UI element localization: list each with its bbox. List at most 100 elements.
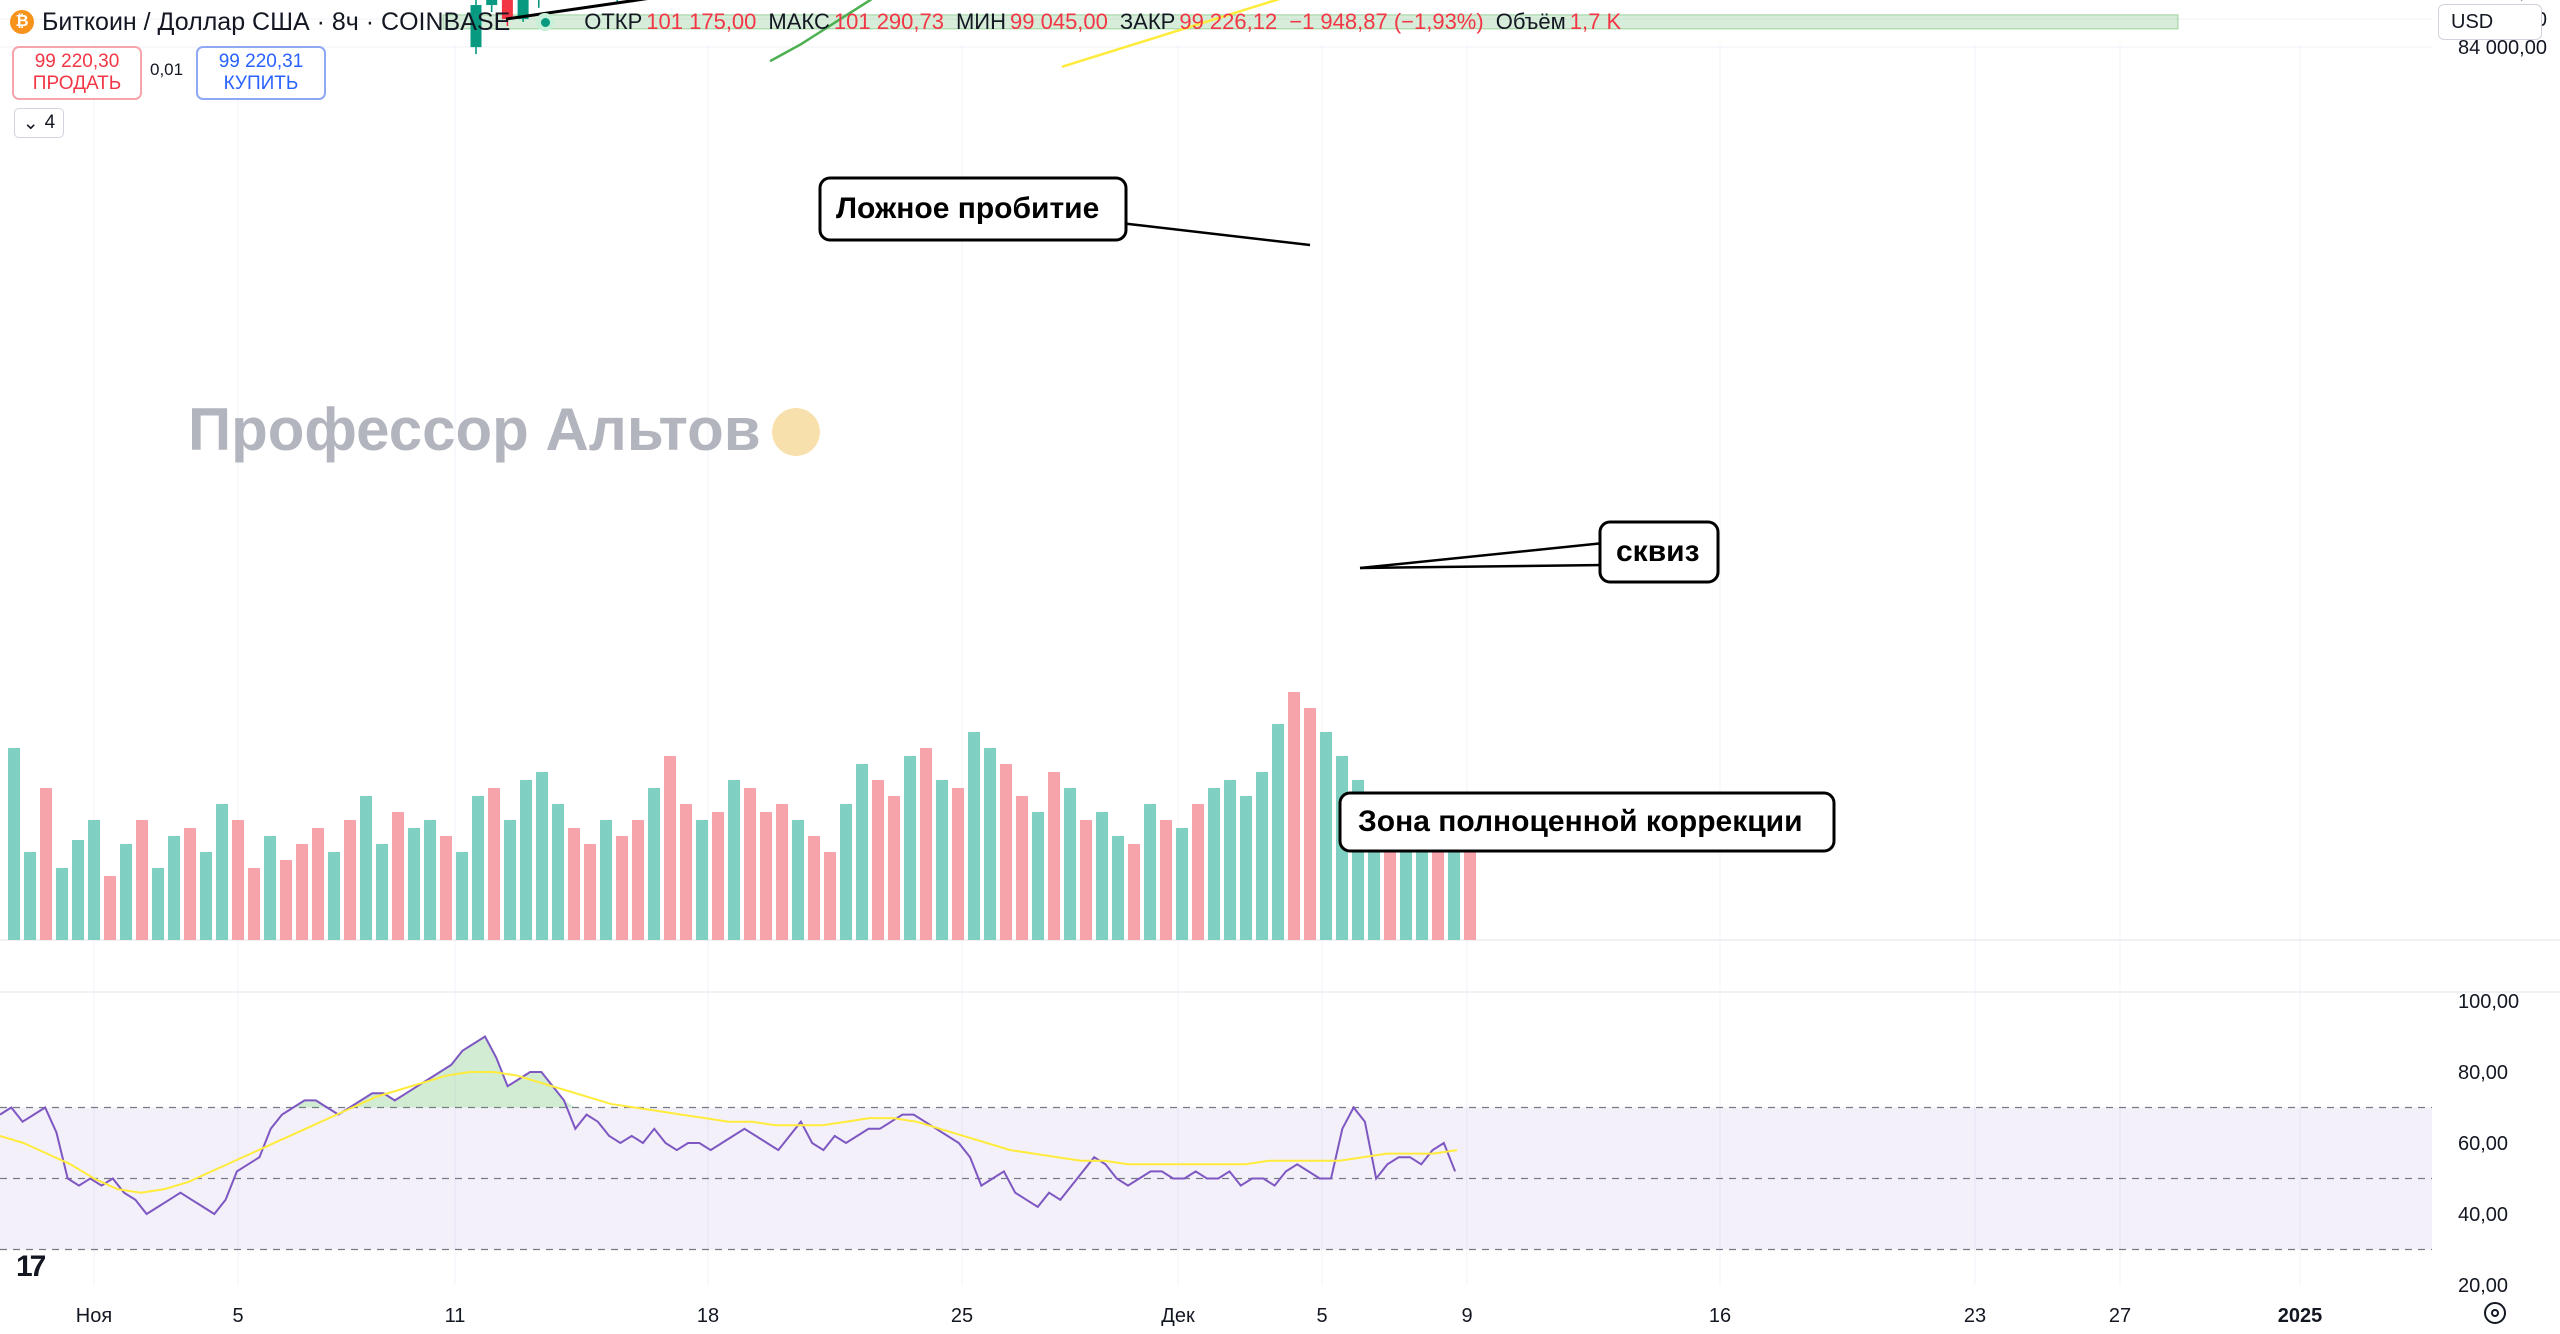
volume-bar <box>824 852 836 940</box>
volume-bar <box>216 804 228 940</box>
open-value: 101 175,00 <box>646 9 757 34</box>
chevron-down-icon: ⌄ <box>22 112 39 134</box>
volume-bar <box>1064 788 1076 940</box>
ema-slow-line <box>1061 0 1280 68</box>
buy-button[interactable]: 99 220,31 КУПИТЬ <box>196 46 326 100</box>
settings-icon[interactable] <box>2484 1302 2506 1324</box>
moving-averages <box>769 0 1280 68</box>
tradingview-logo-icon[interactable]: 17 <box>16 1250 46 1283</box>
volume-bar <box>616 836 628 940</box>
currency-select[interactable]: USD <box>2438 4 2542 40</box>
volume-bar <box>696 820 708 940</box>
time-tick-label: 16 <box>1709 1305 1731 1327</box>
change-value: −1 948,87 (−1,93%) <box>1289 9 1484 34</box>
volume-bar <box>88 820 100 940</box>
volume-value: 1,7 K <box>1569 9 1622 34</box>
rsi-pane <box>0 1035 2432 1251</box>
time-tick-label: 2025 <box>2278 1305 2323 1327</box>
annotations: Профессор Альтов Ложное пробитие сквиз Зона… <box>188 176 1836 853</box>
buy-label: КУПИТЬ <box>223 73 299 94</box>
volume-bar <box>200 852 212 940</box>
indicators-collapse-button[interactable]: ⌄ 4 <box>14 108 64 138</box>
volume-bar <box>1320 732 1332 940</box>
candle-body <box>470 5 482 48</box>
volume-bar <box>1464 836 1476 940</box>
volume-bar <box>424 820 436 940</box>
volume-bar <box>344 820 356 940</box>
market-open-icon <box>536 13 555 31</box>
callout-box <box>1338 791 1836 853</box>
volume-bar <box>1288 692 1300 940</box>
volume-bar <box>24 852 36 940</box>
time-tick-label: 18 <box>697 1305 719 1327</box>
volume-bar <box>840 804 852 940</box>
candle-body <box>517 0 529 20</box>
volume-bar <box>712 812 724 940</box>
time-tick-label: 23 <box>1964 1305 1986 1327</box>
time-tick-label: 5 <box>1316 1305 1327 1327</box>
volume-bar <box>1304 708 1316 940</box>
volume-bar <box>1080 820 1092 940</box>
volume-bar <box>328 852 340 940</box>
volume-bar <box>968 732 980 940</box>
close-value: 99 226,12 <box>1179 9 1278 34</box>
volume-bar <box>584 844 596 940</box>
symbol-header: ₿ Биткоин / Доллар США · 8ч · COINBASE О… <box>0 0 1633 44</box>
volume-bar <box>1096 812 1108 940</box>
squeeze-label: сквиз <box>1616 535 1700 568</box>
volume-bar <box>1432 828 1444 940</box>
volume-bar <box>568 828 580 940</box>
volume-bar <box>1016 796 1028 940</box>
bitcoin-icon: ₿ <box>10 10 34 34</box>
rsi-tick-label: 100,00 <box>2458 991 2519 1013</box>
sell-label: ПРОДАТЬ <box>32 73 122 94</box>
volume-bar <box>1272 724 1284 940</box>
spread-value: 0,01 <box>150 60 184 79</box>
volume-bar <box>136 820 148 940</box>
volume-bar <box>888 796 900 940</box>
volume-bar <box>1176 828 1188 940</box>
volume-bar <box>1160 820 1172 940</box>
volume-bar <box>248 868 260 940</box>
volume-bar <box>792 820 804 940</box>
rsi-line <box>0 1035 1457 1216</box>
rsi-tick-label: 60,00 <box>2458 1133 2508 1155</box>
volume-bar <box>600 820 612 940</box>
volume-bar <box>1192 804 1204 940</box>
watermark-emoji-icon <box>772 408 820 456</box>
callout-pointer <box>1359 541 1605 570</box>
indicators-count: 4 <box>44 112 56 133</box>
sell-button[interactable]: 99 220,30 ПРОДАТЬ <box>12 46 142 100</box>
volume-bar <box>56 868 68 940</box>
volume-bar <box>104 876 116 940</box>
volume-bar <box>936 780 948 940</box>
volume-bar <box>1048 772 1060 940</box>
volume-bar <box>456 852 468 940</box>
volume-bar <box>856 764 868 940</box>
volume-bar <box>664 756 676 940</box>
currency-value: USD <box>2451 10 2494 33</box>
symbol-title[interactable]: Биткоин / Доллар США · 8ч · COINBASE <box>42 7 511 36</box>
volume-bar <box>1256 772 1268 940</box>
volume-bar <box>952 788 964 940</box>
volume-bar <box>168 836 180 940</box>
correction-zone <box>442 14 2179 30</box>
volume-bar <box>8 748 20 940</box>
callout-box <box>1598 520 1720 584</box>
buy-price: 99 220,31 <box>218 51 304 72</box>
callout-pointer <box>1359 563 1605 570</box>
volume-bar <box>984 748 996 940</box>
volume-bar <box>1032 812 1044 940</box>
watermark: Профессор Альтов <box>188 396 761 463</box>
volume-bar <box>776 804 788 940</box>
volume-label: Объём <box>1495 9 1566 34</box>
volume-bar <box>1208 788 1220 940</box>
price-tick-label: 88 000,00 <box>2458 0 2547 3</box>
low-label: МИН <box>955 9 1007 34</box>
volume-bar <box>920 748 932 940</box>
candle-body <box>501 0 513 20</box>
volume-bar <box>1240 796 1252 940</box>
candle-body <box>486 0 498 6</box>
volume-bar <box>232 820 244 940</box>
